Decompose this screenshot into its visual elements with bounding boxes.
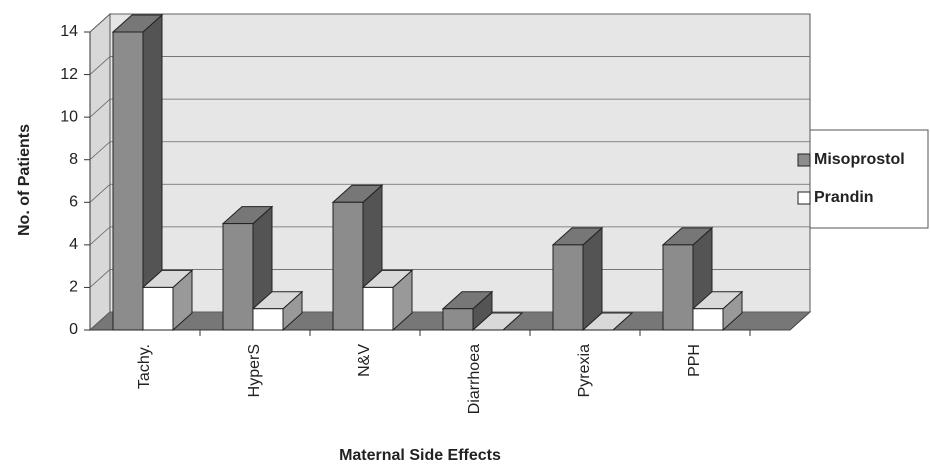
y-tick-label: 14 — [60, 23, 78, 40]
legend-box — [789, 129, 929, 229]
y-tick-label: 10 — [60, 108, 78, 125]
y-axis-label: No. of Patients — [16, 124, 33, 236]
bar — [141, 269, 194, 332]
bar — [111, 13, 164, 332]
legend-swatch — [797, 191, 811, 205]
bar — [251, 290, 304, 332]
bar-front — [442, 308, 474, 331]
bar — [471, 312, 524, 331]
legend-label: Prandin — [814, 189, 874, 206]
grid-line — [89, 13, 810, 33]
x-tick-label: Pyrexia — [576, 344, 593, 397]
bar-front — [362, 286, 394, 331]
bar-side — [582, 226, 603, 332]
legend-swatch — [797, 153, 811, 167]
x-tick-label: N&V — [356, 344, 373, 377]
x-tick-label: PPH — [686, 344, 703, 377]
y-tick-label: 12 — [60, 66, 78, 83]
y-tick-label: 0 — [69, 321, 78, 338]
legend-label: Misoprostol — [814, 151, 905, 168]
grid-line — [89, 141, 810, 161]
bar — [581, 312, 634, 331]
bar-front — [552, 244, 584, 331]
y-tick-label: 6 — [69, 194, 78, 211]
y-tick-label: 2 — [69, 279, 78, 296]
bar-front — [142, 286, 174, 331]
bar-top — [471, 312, 524, 331]
bar-front — [692, 308, 724, 331]
grid-line — [89, 98, 810, 118]
x-tick-label: Diarrhoea — [466, 344, 483, 414]
bar — [691, 290, 744, 332]
bar — [551, 226, 604, 332]
bar — [361, 269, 414, 332]
x-axis-label: Maternal Side Effects — [339, 447, 501, 464]
bar-front — [112, 31, 144, 331]
bar-front — [662, 244, 694, 331]
y-tick-label: 4 — [69, 236, 78, 253]
y-tick-label: 8 — [69, 151, 78, 168]
bar-front — [332, 201, 364, 331]
x-tick-label: Tachy. — [136, 344, 153, 389]
grid-line — [89, 56, 810, 75]
bar — [441, 290, 494, 332]
side-wall — [89, 12, 111, 332]
bar-top — [581, 312, 634, 331]
bar-front — [252, 308, 284, 331]
bar-front — [222, 223, 254, 331]
grid-line — [89, 226, 810, 246]
grid-line — [89, 183, 810, 203]
x-tick-label: HyperS — [246, 344, 263, 397]
